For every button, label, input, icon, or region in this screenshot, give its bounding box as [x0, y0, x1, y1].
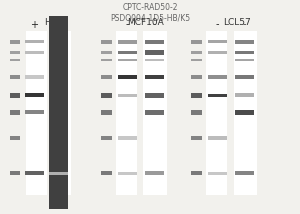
Bar — [208, 40, 227, 43]
Bar — [101, 40, 112, 44]
Bar — [191, 136, 202, 140]
Bar — [235, 59, 254, 61]
Bar — [145, 93, 164, 98]
Bar — [49, 59, 68, 61]
Bar — [118, 75, 137, 79]
Bar — [208, 136, 227, 140]
Bar — [25, 110, 44, 114]
Bar — [10, 40, 20, 44]
Bar — [118, 40, 137, 44]
Text: -: - — [216, 19, 219, 30]
Bar — [191, 93, 202, 98]
Bar — [25, 75, 44, 79]
Bar — [10, 93, 20, 98]
Text: -: - — [57, 19, 60, 30]
Bar — [145, 50, 164, 55]
Bar — [191, 171, 202, 175]
Bar — [10, 110, 20, 115]
Bar — [118, 51, 137, 54]
Bar — [101, 59, 112, 61]
Bar — [208, 94, 227, 97]
Bar — [49, 40, 68, 44]
Text: -: - — [126, 19, 129, 30]
Bar — [208, 75, 227, 79]
Bar — [10, 75, 20, 79]
Bar — [145, 40, 164, 44]
Bar — [235, 51, 254, 54]
Bar — [191, 110, 202, 115]
Bar — [235, 110, 254, 115]
Bar — [191, 51, 202, 54]
Bar — [145, 59, 164, 61]
Bar — [101, 110, 112, 115]
Text: -: - — [153, 19, 156, 30]
Bar — [191, 75, 202, 79]
Bar — [145, 75, 164, 79]
Bar — [49, 16, 68, 209]
Bar — [26, 31, 46, 195]
Bar — [49, 93, 68, 97]
Text: CPTC-RAD50-2: CPTC-RAD50-2 — [122, 3, 178, 12]
Bar — [234, 31, 256, 195]
Bar — [101, 51, 112, 54]
Bar — [101, 93, 112, 98]
Bar — [118, 136, 137, 140]
Bar — [25, 51, 44, 54]
Text: HeLa: HeLa — [44, 18, 67, 27]
Bar — [145, 171, 164, 175]
Bar — [49, 172, 68, 175]
Bar — [142, 31, 167, 195]
Bar — [208, 172, 227, 175]
Bar — [235, 40, 254, 44]
Bar — [10, 136, 20, 140]
Bar — [206, 31, 226, 195]
Bar — [235, 171, 254, 175]
Bar — [208, 51, 227, 54]
Bar — [235, 75, 254, 79]
Bar — [101, 171, 112, 175]
Bar — [10, 59, 20, 61]
Bar — [50, 31, 70, 195]
Bar — [118, 172, 137, 175]
Bar — [101, 75, 112, 79]
Bar — [25, 171, 44, 175]
Text: +: + — [31, 19, 38, 30]
Bar — [116, 31, 136, 195]
Bar — [25, 93, 44, 97]
Bar — [191, 59, 202, 61]
Text: LCL57: LCL57 — [223, 18, 251, 27]
Text: MCF10A: MCF10A — [127, 18, 164, 27]
Bar — [118, 59, 137, 61]
Bar — [10, 51, 20, 54]
Bar — [145, 110, 164, 115]
Bar — [49, 75, 68, 79]
Bar — [49, 51, 68, 54]
Bar — [118, 94, 137, 97]
Bar — [25, 40, 44, 43]
Text: PSDO004-1D5-HB/K5: PSDO004-1D5-HB/K5 — [110, 14, 190, 23]
Text: -: - — [243, 19, 246, 30]
Bar — [10, 171, 20, 175]
Bar — [191, 40, 202, 44]
Bar — [101, 136, 112, 140]
Bar — [235, 93, 254, 97]
